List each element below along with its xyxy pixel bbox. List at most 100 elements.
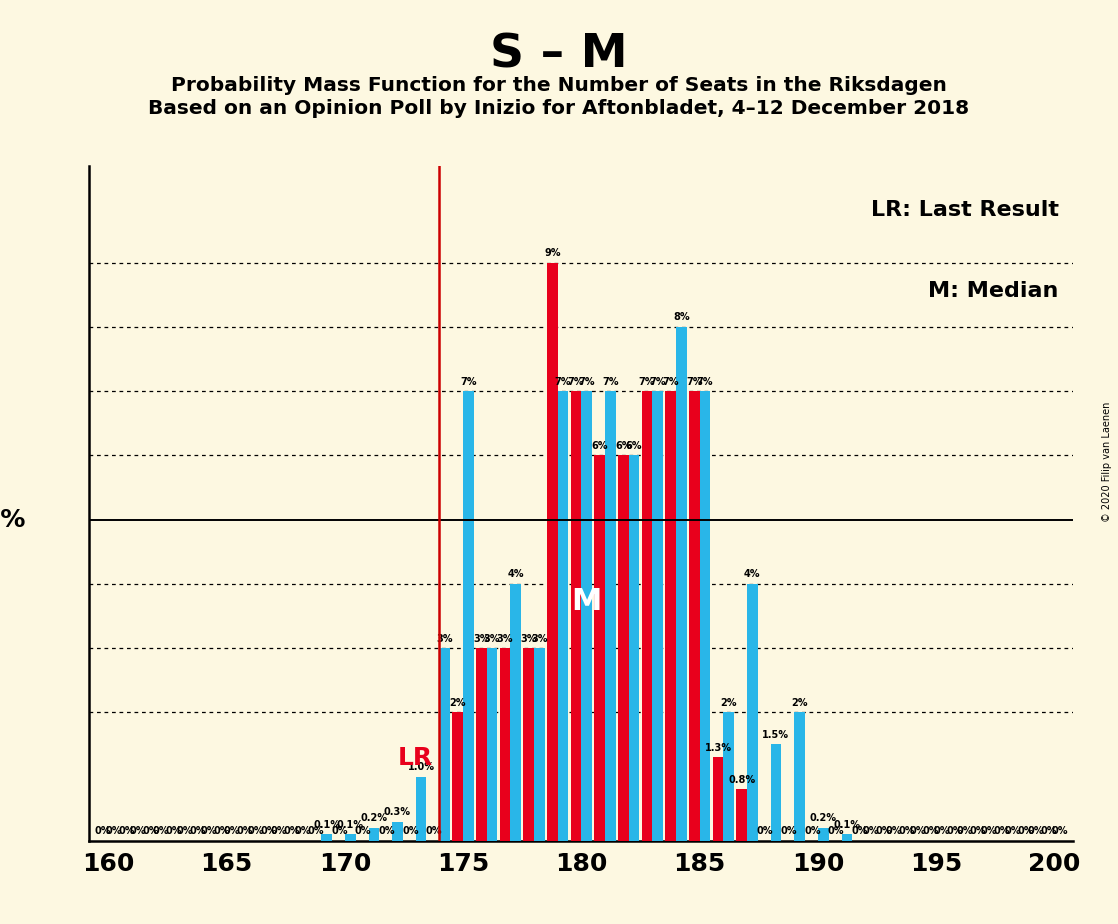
Text: 0%: 0% xyxy=(189,826,206,836)
Text: 0%: 0% xyxy=(1017,826,1034,836)
Text: M: M xyxy=(571,587,601,616)
Text: 0%: 0% xyxy=(354,826,371,836)
Text: 0%: 0% xyxy=(177,826,193,836)
Text: 0%: 0% xyxy=(247,826,264,836)
Text: 0%: 0% xyxy=(994,826,1010,836)
Text: 9%: 9% xyxy=(544,249,560,258)
Text: 0.3%: 0.3% xyxy=(383,807,411,817)
Text: Probability Mass Function for the Number of Seats in the Riksdagen: Probability Mass Function for the Number… xyxy=(171,76,947,95)
Text: 1.0%: 1.0% xyxy=(408,762,435,772)
Text: 7%: 7% xyxy=(686,377,702,386)
Text: 7%: 7% xyxy=(578,377,595,386)
Text: 0%: 0% xyxy=(153,826,169,836)
Text: Based on an Opinion Poll by Inizio for Aftonbladet, 4–12 December 2018: Based on an Opinion Poll by Inizio for A… xyxy=(149,99,969,118)
Text: 3%: 3% xyxy=(531,634,548,644)
Text: 0%: 0% xyxy=(780,826,797,836)
Bar xyxy=(595,456,605,841)
Text: 7%: 7% xyxy=(638,377,655,386)
Bar xyxy=(676,327,686,841)
Text: 0%: 0% xyxy=(1004,826,1021,836)
Text: 0%: 0% xyxy=(910,826,926,836)
Bar xyxy=(439,648,451,841)
Text: 3%: 3% xyxy=(473,634,490,644)
Text: 1.3%: 1.3% xyxy=(704,743,731,753)
Text: 0%: 0% xyxy=(105,826,122,836)
Bar xyxy=(605,391,616,841)
Text: 6%: 6% xyxy=(591,441,608,451)
Text: LR: Last Result: LR: Last Result xyxy=(871,201,1059,220)
Text: 0%: 0% xyxy=(980,826,997,836)
Text: 0%: 0% xyxy=(165,826,182,836)
Text: 7%: 7% xyxy=(555,377,571,386)
Text: © 2020 Filip van Laenen: © 2020 Filip van Laenen xyxy=(1102,402,1112,522)
Text: 0%: 0% xyxy=(379,826,395,836)
Text: 7%: 7% xyxy=(697,377,713,386)
Text: 3%: 3% xyxy=(521,634,537,644)
Text: LR: LR xyxy=(398,747,434,771)
Text: 4%: 4% xyxy=(508,569,524,579)
Bar xyxy=(392,821,402,841)
Bar xyxy=(665,391,676,841)
Bar xyxy=(737,789,747,841)
Bar xyxy=(321,834,332,841)
Bar xyxy=(689,391,700,841)
Bar xyxy=(818,828,828,841)
Bar xyxy=(652,391,663,841)
Text: 0%: 0% xyxy=(852,826,868,836)
Text: 0%: 0% xyxy=(271,826,287,836)
Text: 0%: 0% xyxy=(200,826,217,836)
Bar xyxy=(700,391,710,841)
Text: 0%: 0% xyxy=(307,826,324,836)
Text: 7%: 7% xyxy=(650,377,666,386)
Text: 0.1%: 0.1% xyxy=(337,820,363,830)
Text: 0%: 0% xyxy=(260,826,277,836)
Bar xyxy=(842,834,852,841)
Bar xyxy=(723,712,733,841)
Text: 0%: 0% xyxy=(1041,826,1058,836)
Text: 5%: 5% xyxy=(0,507,26,531)
Text: 0%: 0% xyxy=(969,826,986,836)
Text: 0%: 0% xyxy=(922,826,939,836)
Text: 0%: 0% xyxy=(129,826,145,836)
Text: 0.1%: 0.1% xyxy=(833,820,861,830)
Bar xyxy=(523,648,534,841)
Text: 0%: 0% xyxy=(1051,826,1068,836)
Text: 3%: 3% xyxy=(484,634,501,644)
Text: 0.1%: 0.1% xyxy=(313,820,340,830)
Text: 4%: 4% xyxy=(743,569,760,579)
Bar xyxy=(558,391,568,841)
Text: 2%: 2% xyxy=(449,698,466,708)
Text: S – M: S – M xyxy=(490,32,628,78)
Bar xyxy=(463,391,474,841)
Bar xyxy=(453,712,463,841)
Text: 0%: 0% xyxy=(224,826,240,836)
Text: 0%: 0% xyxy=(862,826,879,836)
Bar xyxy=(770,745,781,841)
Text: 0%: 0% xyxy=(885,826,902,836)
Bar xyxy=(511,584,521,841)
Text: 0%: 0% xyxy=(284,826,301,836)
Text: 1.5%: 1.5% xyxy=(762,730,789,740)
Bar xyxy=(369,828,379,841)
Text: 0%: 0% xyxy=(119,826,135,836)
Text: 0%: 0% xyxy=(757,826,774,836)
Text: 0%: 0% xyxy=(957,826,974,836)
Text: M: Median: M: Median xyxy=(928,281,1059,301)
Text: 0%: 0% xyxy=(237,826,253,836)
Bar xyxy=(534,648,544,841)
Text: 0.8%: 0.8% xyxy=(728,775,755,785)
Bar xyxy=(570,391,581,841)
Bar xyxy=(618,456,628,841)
Bar xyxy=(581,391,593,841)
Bar xyxy=(416,776,426,841)
Text: 0%: 0% xyxy=(402,826,419,836)
Bar xyxy=(344,834,356,841)
Text: 0%: 0% xyxy=(875,826,892,836)
Text: 0.2%: 0.2% xyxy=(360,813,387,823)
Text: 0%: 0% xyxy=(946,826,963,836)
Bar xyxy=(712,758,723,841)
Text: 0.2%: 0.2% xyxy=(809,813,836,823)
Bar xyxy=(547,262,558,841)
Text: 8%: 8% xyxy=(673,312,690,322)
Bar xyxy=(500,648,511,841)
